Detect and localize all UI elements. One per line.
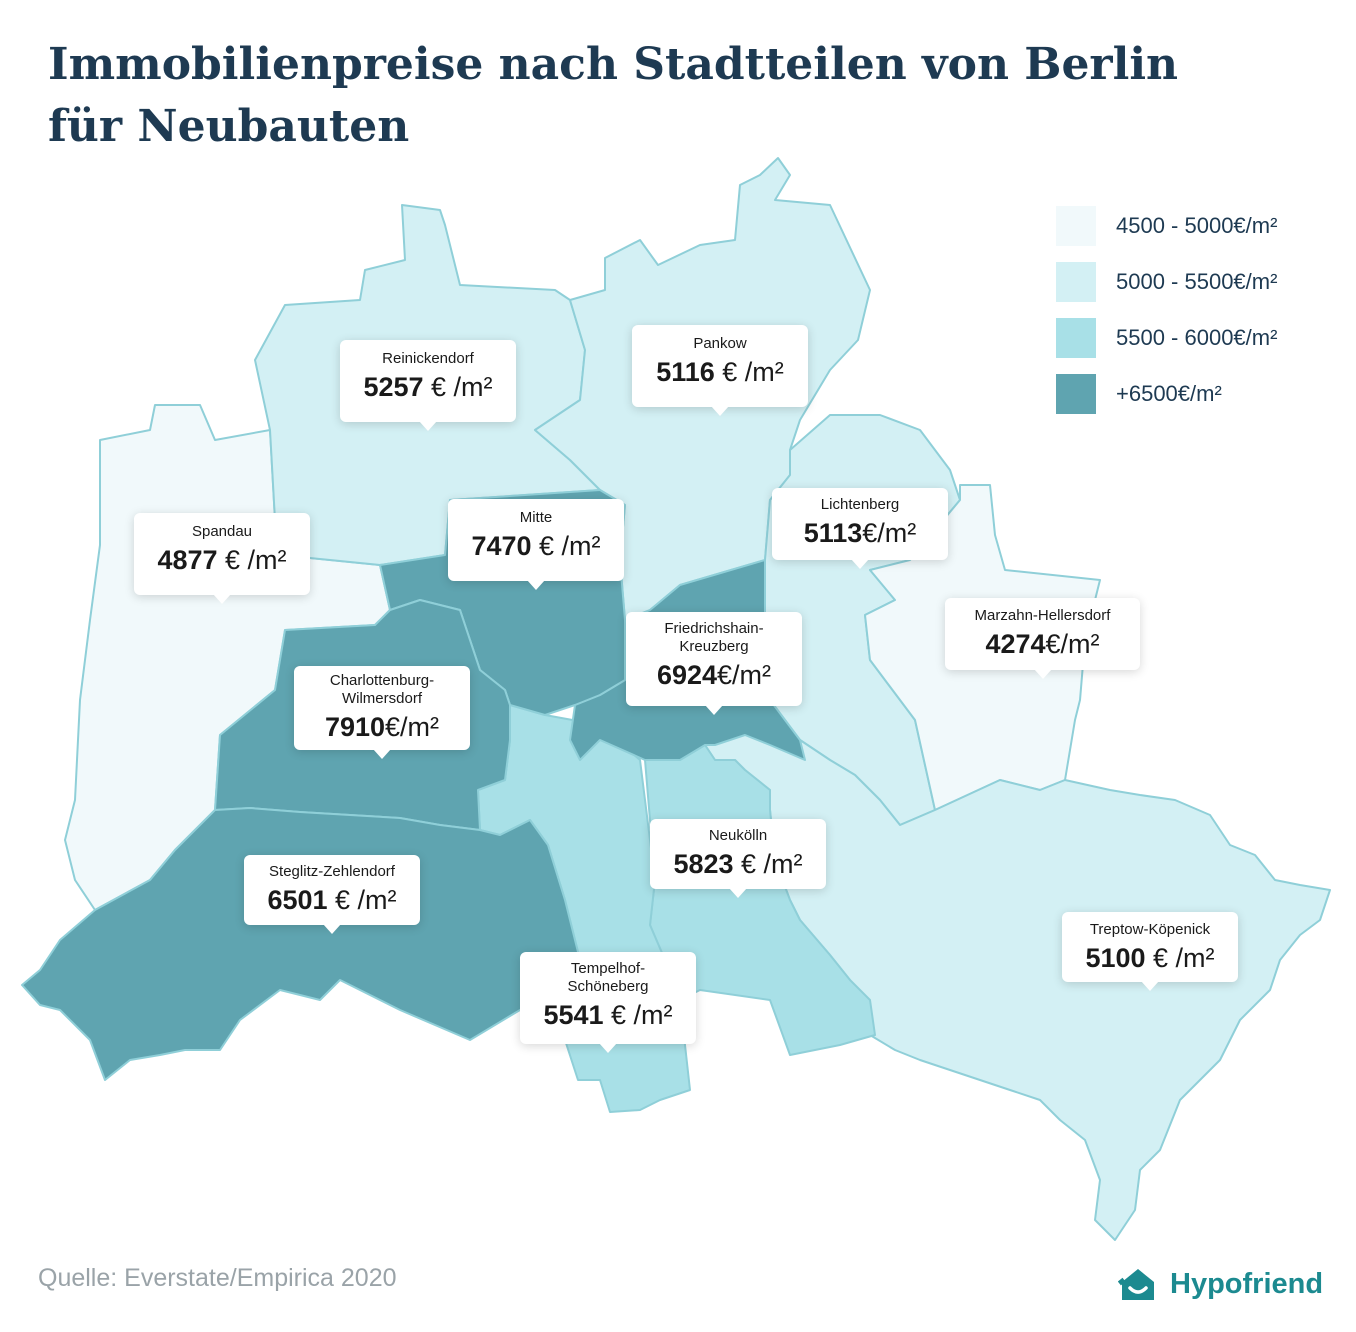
legend-swatch bbox=[1056, 374, 1096, 414]
callout-tempelhof-schoeneberg: Tempelhof- Schöneberg 5541 € /m² bbox=[520, 952, 696, 1053]
price-unit: € /m² bbox=[611, 1000, 673, 1030]
district-name-line-2: Kreuzberg bbox=[679, 638, 749, 655]
district-name-line-2: Schöneberg bbox=[567, 978, 649, 995]
price-unit: €/m² bbox=[717, 660, 772, 690]
legend-swatch bbox=[1056, 262, 1096, 302]
price-unit: € /m² bbox=[335, 885, 397, 915]
district-name: Friedrichshain- bbox=[664, 620, 764, 637]
brand-logo[interactable]: Hypofriend bbox=[1118, 1264, 1323, 1304]
callout-charlottenburg-wilmersdorf: Charlottenburg- Wilmersdorf 7910€/m² bbox=[294, 666, 470, 759]
callout-pankow: Pankow 5116 € /m² bbox=[632, 325, 808, 416]
price-unit: €/m² bbox=[862, 518, 917, 548]
price-unit: € /m² bbox=[539, 531, 601, 561]
district-price: 4274€/m² bbox=[957, 627, 1128, 661]
price-unit: € /m² bbox=[431, 372, 493, 402]
district-name: Steglitz-Zehlendorf bbox=[269, 863, 395, 880]
brand-name: Hypofriend bbox=[1170, 1267, 1324, 1300]
price-unit: €/m² bbox=[1045, 629, 1100, 659]
price-value: 5257 bbox=[363, 372, 424, 402]
callout-steglitz-zehlendorf: Steglitz-Zehlendorf 6501 € /m² bbox=[244, 855, 420, 934]
district-price: 5100 € /m² bbox=[1074, 941, 1226, 975]
callout-lichtenberg: Lichtenberg 5113€/m² bbox=[772, 488, 948, 569]
price-value: 7470 bbox=[471, 531, 532, 561]
district-price: 7910€/m² bbox=[306, 710, 458, 744]
district-name: Tempelhof- bbox=[570, 960, 646, 977]
district-name: Mitte bbox=[519, 509, 553, 526]
district-price: 5257 € /m² bbox=[352, 370, 504, 404]
price-unit: € /m² bbox=[741, 849, 803, 879]
callout-neukoelln: Neukölln 5823 € /m² bbox=[650, 819, 826, 898]
legend-label: 4500 - 5000€/m² bbox=[1116, 213, 1278, 238]
callout-marzahn-hellersdorf: Marzahn-Hellersdorf 4274€/m² bbox=[945, 598, 1140, 679]
district-price: 6501 € /m² bbox=[256, 883, 408, 917]
callout-mitte: Mitte 7470 € /m² bbox=[448, 499, 624, 590]
price-value: 5100 bbox=[1085, 943, 1146, 973]
legend-item: +6500€/m² bbox=[1056, 374, 1277, 414]
title-line-2: für Neubauten bbox=[48, 101, 410, 152]
district-name: Reinickendorf bbox=[382, 350, 474, 367]
district-name: Marzahn-Hellersdorf bbox=[974, 607, 1111, 624]
price-unit: € /m² bbox=[722, 357, 784, 387]
price-value: 4877 bbox=[157, 545, 218, 575]
district-name: Spandau bbox=[191, 523, 253, 540]
district-price: 4877 € /m² bbox=[146, 543, 298, 577]
title-line-1: Immobilienpreise nach Stadtteilen von Be… bbox=[48, 39, 1179, 90]
callout-reinickendorf: Reinickendorf 5257 € /m² bbox=[340, 340, 516, 431]
legend-label: +6500€/m² bbox=[1116, 381, 1222, 406]
price-value: 5116 bbox=[656, 357, 715, 387]
price-value: 6501 bbox=[267, 885, 328, 915]
price-value: 4274 bbox=[985, 629, 1046, 659]
district-price: 5541 € /m² bbox=[532, 998, 684, 1032]
price-value: 5541 bbox=[543, 1000, 604, 1030]
callout-treptow-koepenick: Treptow-Köpenick 5100 € /m² bbox=[1062, 912, 1238, 991]
source-note: Quelle: Everstate/Empirica 2020 bbox=[38, 1264, 397, 1292]
price-value: 5823 bbox=[673, 849, 734, 879]
legend-swatch bbox=[1056, 318, 1096, 358]
legend-item: 5000 - 5500€/m² bbox=[1056, 262, 1277, 302]
price-value: 5113 bbox=[803, 518, 863, 548]
price-value: 7910 bbox=[324, 712, 386, 742]
district-price: 7470 € /m² bbox=[460, 529, 612, 563]
callout-spandau: Spandau 4877 € /m² bbox=[134, 513, 310, 604]
price-unit: € /m² bbox=[225, 545, 287, 575]
district-name: Pankow bbox=[693, 335, 747, 352]
price-value: 6924 bbox=[656, 660, 718, 690]
district-price: 5113€/m² bbox=[784, 516, 936, 550]
page-title: Immobilienpreise nach Stadtteilen von Be… bbox=[48, 34, 1198, 158]
price-unit: € /m² bbox=[1153, 943, 1215, 973]
house-smile-icon bbox=[1118, 1269, 1154, 1300]
legend-label: 5000 - 5500€/m² bbox=[1116, 269, 1278, 294]
district-name: Treptow-Köpenick bbox=[1089, 921, 1211, 938]
district-name: Charlottenburg- bbox=[329, 672, 435, 689]
district-price: 5823 € /m² bbox=[662, 847, 814, 881]
district-name-line-2: Wilmersdorf bbox=[341, 690, 422, 707]
legend-item: 4500 - 5000€/m² bbox=[1056, 206, 1277, 246]
legend-item: 5500 - 6000€/m² bbox=[1056, 318, 1277, 358]
callout-friedrichshain-kreuzberg: Friedrichshain- Kreuzberg 6924€/m² bbox=[626, 612, 802, 715]
district-price: 6924€/m² bbox=[638, 658, 790, 692]
district-area-steglitz-zehlendorf[interactable] bbox=[21, 807, 581, 1081]
district-price: 5116 € /m² bbox=[644, 355, 796, 389]
legend-swatch bbox=[1056, 206, 1096, 246]
district-name: Neukölln bbox=[708, 827, 768, 844]
legend-label: 5500 - 6000€/m² bbox=[1116, 325, 1278, 350]
map-legend: 4500 - 5000€/m² 5000 - 5500€/m² 5500 - 6… bbox=[1056, 206, 1277, 430]
price-unit: €/m² bbox=[385, 712, 440, 742]
district-name: Lichtenberg bbox=[820, 496, 900, 513]
